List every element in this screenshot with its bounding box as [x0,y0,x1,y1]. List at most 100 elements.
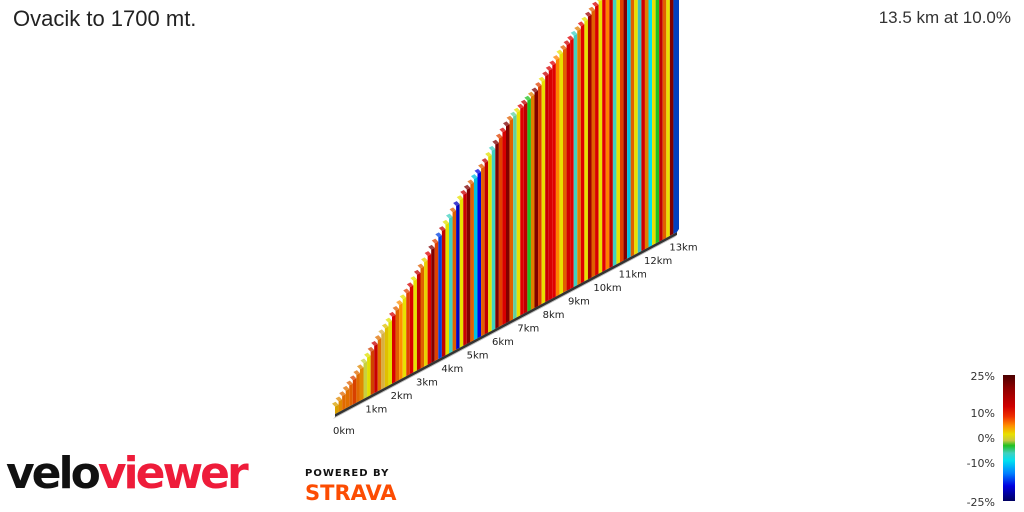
gradient-segment [509,118,514,322]
x-tick-label: 2km [391,391,413,402]
gradient-segment [441,229,446,358]
gradient-segment [630,0,635,257]
gradient-segment [659,0,663,242]
gradient-segment [488,154,492,333]
gradient-segment [495,142,499,329]
gradient-segment [473,177,478,341]
gradient-segment [577,29,581,286]
gradient-segment [395,309,400,382]
gradient-segment [602,0,606,272]
gradient-segment [541,79,546,305]
gradient-segment [367,355,371,397]
gradient-segment [644,0,649,250]
gradient-segment [598,0,603,274]
gradient-segment [648,0,653,248]
gradient-segment [388,320,392,386]
gradient-scale-tick: -25% [966,496,995,509]
gradient-segment [374,344,378,394]
gradient-segment [652,0,656,246]
x-tick-label: 8km [543,310,565,321]
logo-velo: velo [6,448,101,499]
gradient-segment [555,58,560,297]
gradient-segment [399,303,403,380]
gradient-segment [384,326,389,388]
gradient-segment [406,291,410,377]
gradient-segment [349,383,353,407]
gradient-segment [363,361,368,399]
x-tick-label: 4km [441,364,463,375]
gradient-segment [673,0,677,234]
chart-baseline [335,232,677,417]
gradient-segment [666,0,670,238]
gradient-segment [402,297,407,378]
gradient-segment [552,63,556,299]
gradient-segment [530,94,535,310]
x-tick-label: 13km [669,243,697,254]
strava-logo[interactable]: STRAVA [305,481,397,505]
gradient-segment [584,19,588,282]
gradient-segment [634,0,638,255]
gradient-scale-tick: -10% [966,457,995,470]
gradient-segment [538,85,542,306]
gradient-scale-tick: 10% [970,407,995,420]
gradient-segment [570,38,574,289]
gradient-segment [605,0,610,270]
gradient-segment [580,24,585,284]
gradient-segment [466,187,471,344]
gradient-segment [637,0,642,253]
gradient-segment [623,0,628,261]
gradient-segment [416,272,421,371]
gradient-segment [342,394,346,411]
x-tick-label: 9km [568,297,590,308]
gradient-segment [420,266,425,369]
gradient-segment [370,349,375,396]
gradient-segment [523,102,528,314]
gradient-segment [612,0,617,267]
gradient-segment [484,161,489,335]
gradient-segment [591,9,596,278]
gradient-scale-tick: 0% [977,432,995,445]
gradient-segment [616,0,620,265]
gradient-segment [470,182,474,342]
gradient-segment [506,124,510,324]
gradient-color-scale [1003,375,1015,501]
gradient-segment [534,90,539,308]
gradient-segment [566,43,571,291]
gradient-segment [662,0,667,240]
gradient-segment [477,171,482,339]
gradient-segment [381,332,385,390]
powered-by-label: POWERED BY [305,468,390,479]
gradient-segment [459,198,464,348]
gradient-segment [445,222,449,356]
gradient-segment [513,114,517,320]
x-tick-label: 10km [593,283,621,294]
x-tick-label: 0km [333,426,355,437]
gradient-segment [352,378,357,405]
gradient-segment [669,0,674,236]
gradient-segment [527,98,531,312]
x-tick-label: 7km [517,324,539,335]
gradient-segment [620,0,624,263]
gradient-segment [424,260,428,367]
gradient-segment [345,388,350,409]
gradient-segment [563,47,567,293]
x-tick-label: 6km [492,337,514,348]
gradient-segment [409,285,414,375]
gradient-segment [449,216,453,354]
x-tick-label: 5km [467,351,489,362]
gradient-scale-tick: 25% [970,370,995,383]
climb-summary: 13.5 km at 10.0% [878,8,1011,27]
x-tick-label: 3km [416,378,438,389]
gradient-segment [595,4,599,276]
x-tick-label: 12km [644,256,672,267]
gradient-segment [573,33,578,287]
gradient-segment [491,148,496,331]
x-tick-label: 1km [365,405,387,416]
veloviewer-logo[interactable]: veloviewer [6,452,249,496]
gradient-segment [392,314,396,384]
gradient-segment [335,404,339,414]
gradient-segment [627,0,631,259]
gradient-segment [548,68,553,301]
gradient-segment [377,338,382,392]
